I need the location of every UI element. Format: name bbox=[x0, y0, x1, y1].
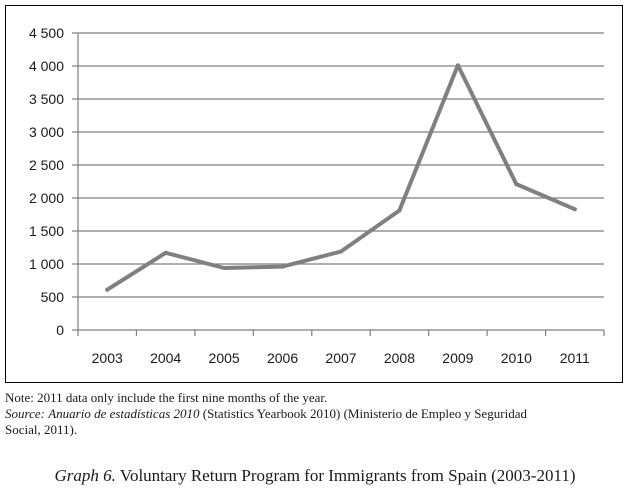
data-point bbox=[572, 207, 577, 212]
y-tick-label: 3 000 bbox=[29, 124, 64, 140]
y-tick-labels: 0 500 1 000 1 500 2 000 2 500 3 000 3 500 4 000 4… bbox=[29, 25, 64, 338]
x-tick-label: 2003 bbox=[92, 350, 123, 366]
y-tick-label: 2 000 bbox=[29, 190, 64, 206]
caption-text: Voluntary Return Program for Immigrants … bbox=[119, 466, 576, 485]
data-point bbox=[339, 249, 343, 254]
source-detail-2: Social, 2011). bbox=[5, 422, 78, 437]
axes bbox=[77, 33, 605, 336]
y-tick-label: 2 500 bbox=[29, 157, 64, 173]
y-tick-label: 4 000 bbox=[29, 58, 64, 74]
source-line: Source: Anuario de estadísticas 2010 (St… bbox=[5, 406, 625, 422]
line-chart: 0 500 1 000 1 500 2 000 2 500 3 000 3 500 4 000 4… bbox=[29, 25, 605, 366]
x-tick-label: 2010 bbox=[501, 350, 532, 366]
data-point bbox=[222, 265, 227, 270]
x-tick-label: 2009 bbox=[442, 350, 473, 366]
y-tick-label: 1 500 bbox=[29, 223, 64, 239]
source-detail: (Statistics Yearbook 2010) (Ministerio d… bbox=[202, 406, 527, 421]
data-point bbox=[163, 250, 168, 255]
x-tick-label: 2006 bbox=[267, 350, 298, 366]
x-tick-label: 2007 bbox=[325, 350, 356, 366]
y-tick-label: 500 bbox=[41, 289, 65, 305]
source-title: Anuario de estadísticas 2010 bbox=[48, 406, 200, 421]
data-point bbox=[105, 287, 110, 292]
x-tick-label: 2005 bbox=[209, 350, 240, 366]
note-text: Note: 2011 data only include the first n… bbox=[5, 390, 328, 405]
data-point bbox=[455, 63, 460, 68]
source-line-2: Social, 2011). bbox=[5, 422, 625, 438]
series-layer bbox=[105, 63, 577, 292]
y-tick-label: 4 500 bbox=[29, 25, 64, 41]
figure-caption: Graph 6. Voluntary Return Program for Im… bbox=[0, 466, 630, 486]
x-tick-labels: 2003 2004 2005 2006 2007 2008 2009 2010 2011 bbox=[92, 350, 590, 366]
x-tick-label: 2004 bbox=[150, 350, 181, 366]
data-point bbox=[397, 208, 402, 213]
gridlines bbox=[72, 32, 604, 331]
data-point bbox=[280, 264, 285, 269]
note-line: Note: 2011 data only include the first n… bbox=[5, 390, 625, 406]
data-point bbox=[514, 182, 519, 187]
y-tick-label: 3 500 bbox=[29, 91, 64, 107]
chart-frame bbox=[5, 5, 623, 383]
y-tick-label: 0 bbox=[56, 322, 64, 338]
caption-label: Graph 6. bbox=[54, 466, 116, 485]
x-tick-label: 2011 bbox=[560, 350, 590, 366]
x-tick-label: 2008 bbox=[384, 350, 415, 366]
source-label: Source: bbox=[5, 406, 45, 421]
y-tick-label: 1 000 bbox=[29, 256, 64, 272]
